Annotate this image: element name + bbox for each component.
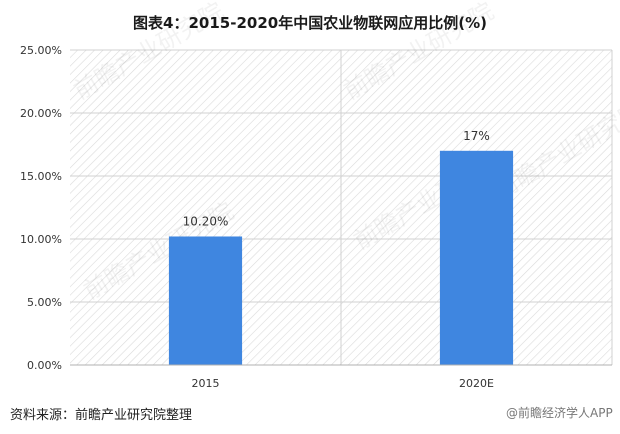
y-tick-label: 0.00% [27,359,62,372]
x-tick-label: 2020E [459,377,494,390]
y-tick-label: 15.00% [20,170,62,183]
data-label: 17% [463,129,490,143]
data-label: 10.20% [183,214,229,228]
bar [168,236,243,365]
y-tick-label: 20.00% [20,107,62,120]
y-tick-label: 5.00% [27,296,62,309]
x-tick-label: 2015 [192,377,220,390]
x-axis-ticks: 2015 2020E [192,377,495,390]
data-labels: 10.20% 17% [183,129,490,229]
watermark-brand: @前瞻经济学人APP [506,406,613,420]
y-tick-label: 10.00% [20,233,62,246]
chart-title: 图表4：2015-2020年中国农业物联网应用比例(%) [133,14,487,32]
y-axis-ticks: 0.00% 5.00% 10.00% 15.00% 20.00% 25.00% [20,44,62,372]
y-tick-label: 25.00% [20,44,62,57]
bars [168,150,514,365]
source-note: 资料来源：前瞻产业研究院整理 [10,408,193,423]
bar [439,150,514,365]
grid-lines [70,49,613,365]
